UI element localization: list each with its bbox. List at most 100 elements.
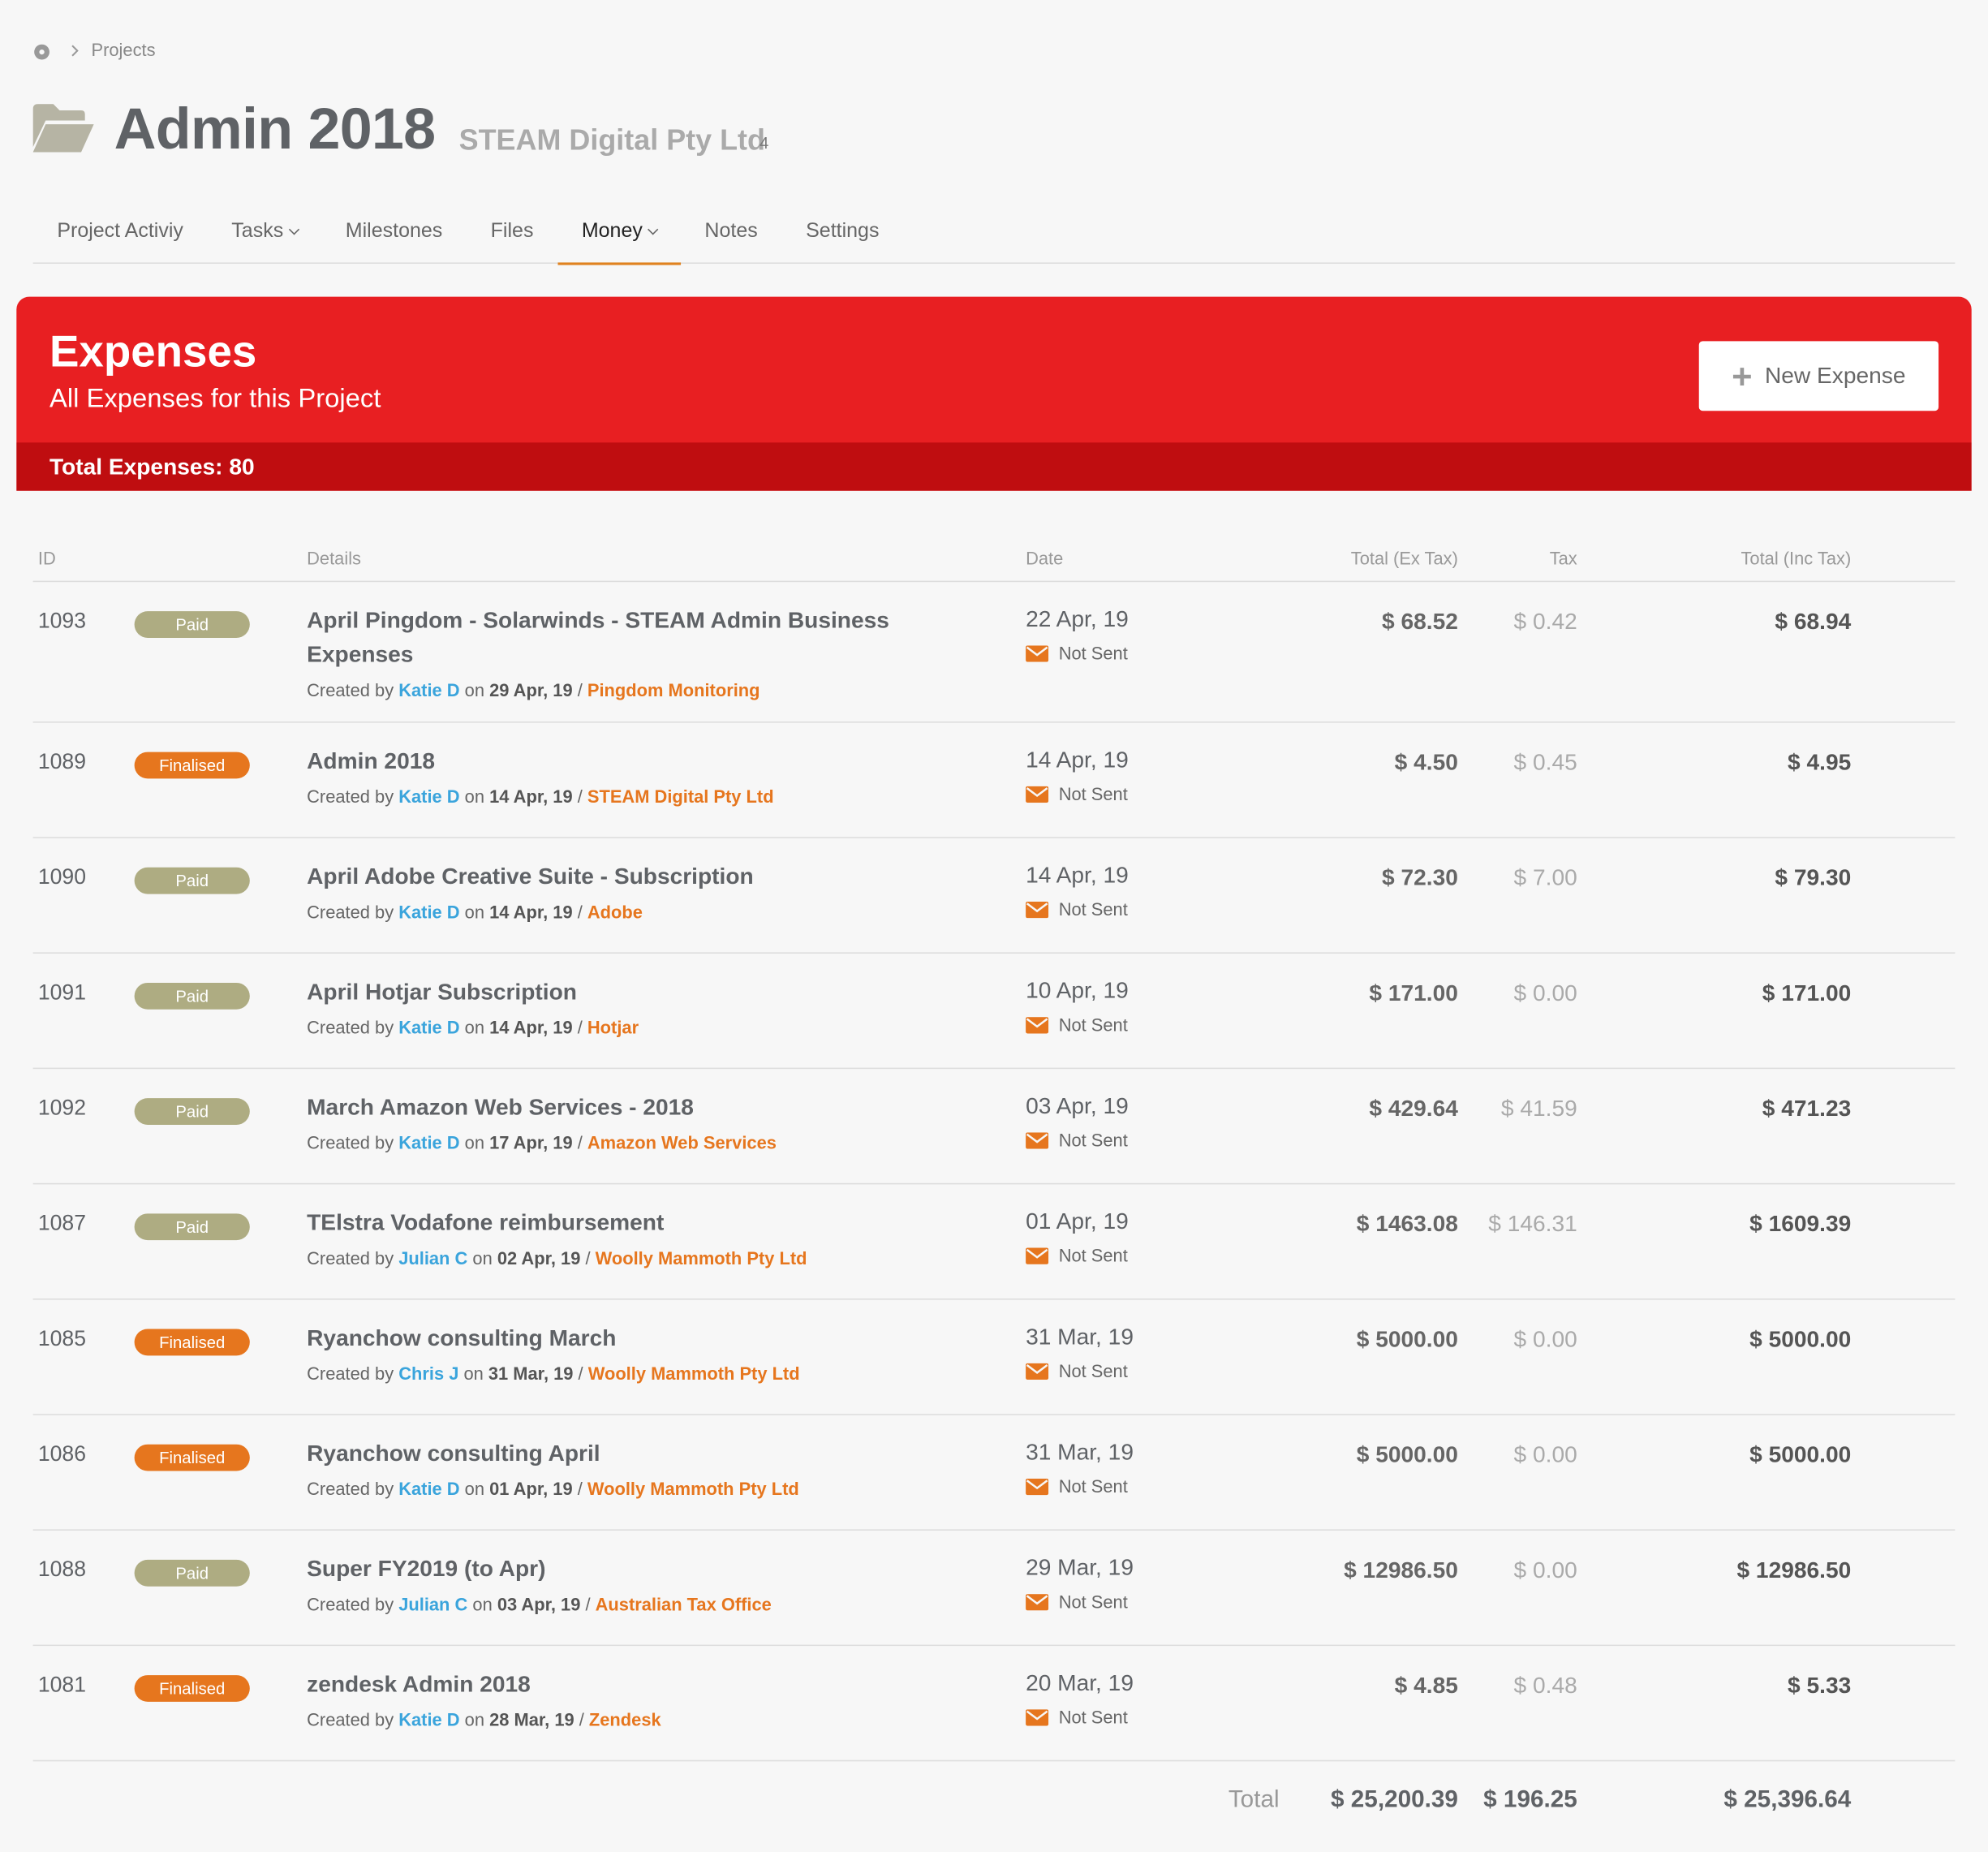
expense-row[interactable]: 1090 Paid April Adobe Creative Suite - Sub…	[32, 838, 1956, 954]
tab[interactable]: Project Activiy	[33, 203, 208, 262]
details-cell: March Amazon Web Services - 2018 Created …	[307, 1094, 1026, 1161]
expense-row[interactable]: 1088 Paid Super FY2019 (to Apr) Created by …	[32, 1531, 1956, 1647]
expense-row[interactable]: 1081 Finalised zendesk Admin 2018 Created b…	[32, 1646, 1956, 1762]
expense-date: 03 Apr, 19	[1026, 1092, 1129, 1119]
sent-label: Not Sent	[1058, 643, 1128, 664]
company-name[interactable]: STEAM Digital Pty Ltd	[458, 123, 765, 157]
header-inc-tax: Total (Inc Tax)	[1741, 548, 1852, 568]
expense-id: 1088	[37, 1557, 86, 1582]
ex-tax: $ 171.00	[1369, 980, 1458, 1006]
created-by-label: Created by	[307, 901, 394, 922]
expense-row[interactable]: 1089 Finalised Admin 2018 Created by Katie …	[32, 723, 1956, 838]
sent-status: Not Sent	[1026, 1130, 1280, 1150]
expense-title[interactable]: April Adobe Creative Suite - Subscriptio…	[307, 864, 754, 889]
sent-label: Not Sent	[1058, 1707, 1128, 1728]
tab-label: Settings	[806, 220, 880, 243]
client[interactable]: Zendesk	[588, 1709, 661, 1730]
tab[interactable]: Money	[557, 203, 681, 265]
breadcrumb-link[interactable]: Projects	[91, 39, 156, 60]
status-badge: Paid	[134, 1213, 250, 1241]
client[interactable]: Hotjar	[587, 1017, 639, 1038]
mail-icon	[1026, 785, 1049, 803]
author[interactable]: Katie D	[398, 901, 460, 922]
client[interactable]: Amazon Web Services	[587, 1132, 777, 1153]
author[interactable]: Katie D	[398, 679, 460, 700]
sent-label: Not Sent	[1058, 1591, 1128, 1612]
expense-row[interactable]: 1093 Paid April Pingdom - Solarwinds - STE…	[32, 582, 1956, 723]
client[interactable]: Woolly Mammoth Pty Ltd	[595, 1247, 807, 1268]
expense-title[interactable]: zendesk Admin 2018	[307, 1671, 531, 1697]
inc-tax: $ 12986.50	[1736, 1557, 1852, 1583]
date-cell: 20 Mar, 19 Not Sent	[1026, 1670, 1280, 1738]
on-label: on	[464, 1132, 484, 1153]
author[interactable]: Katie D	[398, 786, 460, 807]
author[interactable]: Katie D	[398, 1478, 460, 1499]
expense-title[interactable]: Admin 2018	[307, 747, 436, 774]
expense-row[interactable]: 1092 Paid March Amazon Web Services - 2018…	[32, 1069, 1956, 1185]
expense-id: 1092	[37, 1096, 86, 1120]
expense-title[interactable]: Super FY2019 (to Apr)	[307, 1556, 546, 1582]
total-value: 80	[229, 454, 255, 480]
expense-title[interactable]: Ryanchow consulting April	[307, 1441, 600, 1467]
client[interactable]: Adobe	[587, 901, 643, 922]
expense-title[interactable]: April Hotjar Subscription	[307, 979, 577, 1005]
new-expense-button[interactable]: New Expense	[1698, 341, 1939, 411]
ex-tax: $ 68.52	[1382, 609, 1458, 635]
author[interactable]: Katie D	[398, 1132, 460, 1153]
sent-status: Not Sent	[1026, 1014, 1280, 1035]
author[interactable]: Chris J	[398, 1363, 459, 1384]
expense-row[interactable]: 1091 Paid April Hotjar Subscription Created…	[32, 954, 1956, 1070]
client[interactable]: Australian Tax Office	[595, 1594, 772, 1615]
mail-icon	[1026, 644, 1049, 661]
client[interactable]: Woolly Mammoth Pty Ltd	[587, 1478, 799, 1499]
author[interactable]: Julian C	[398, 1594, 468, 1615]
tab[interactable]: Settings	[781, 203, 903, 262]
banner-subtitle: All Expenses for this Project	[49, 384, 381, 414]
tab[interactable]: Milestones	[321, 203, 467, 262]
date-cell: 31 Mar, 19 Not Sent	[1026, 1439, 1280, 1508]
tab-label: Milestones	[345, 220, 443, 243]
separator: /	[577, 1132, 583, 1153]
tax: $ 41.59	[1500, 1096, 1577, 1122]
dashboard-icon[interactable]	[32, 41, 52, 61]
mail-icon	[1026, 1593, 1049, 1610]
sent-label: Not Sent	[1058, 1360, 1128, 1381]
expense-date: 14 Apr, 19	[1026, 747, 1129, 773]
expense-title[interactable]: Ryanchow consulting March	[307, 1324, 617, 1351]
expense-title[interactable]: April Pingdom - Solarwinds - STEAM Admin…	[307, 607, 889, 667]
author[interactable]: Katie D	[398, 1709, 460, 1730]
status-cell: Paid	[134, 980, 308, 1046]
tab[interactable]: Tasks	[208, 203, 321, 262]
expense-date: 01 Apr, 19	[1026, 1208, 1129, 1234]
tab[interactable]: Files	[467, 203, 557, 262]
expense-title[interactable]: March Amazon Web Services - 2018	[307, 1094, 694, 1120]
tax: $ 7.00	[1513, 864, 1577, 890]
inc-tax: $ 471.23	[1762, 1096, 1852, 1122]
tax: $ 0.45	[1513, 749, 1577, 775]
client[interactable]: STEAM Digital Pty Ltd	[587, 786, 774, 807]
details-cell: April Hotjar Subscription Created by Kati…	[307, 979, 1026, 1046]
mail-icon	[1026, 1016, 1049, 1033]
created-date: 14 Apr, 19	[489, 1017, 573, 1038]
banner-title: Expenses	[49, 327, 257, 377]
expense-title[interactable]: TElstra Vodafone reimbursement	[307, 1209, 665, 1235]
details-cell: Ryanchow consulting March Created by Chri…	[307, 1325, 1026, 1392]
separator: /	[585, 1247, 591, 1268]
on-label: on	[464, 901, 484, 922]
created-date: 14 Apr, 19	[489, 786, 573, 807]
author[interactable]: Katie D	[398, 1017, 460, 1038]
date-cell: 22 Apr, 19 Not Sent	[1026, 606, 1280, 700]
client[interactable]: Pingdom Monitoring	[587, 679, 760, 700]
sent-label: Not Sent	[1058, 1014, 1128, 1035]
author[interactable]: Julian C	[398, 1247, 468, 1268]
client[interactable]: Woolly Mammoth Pty Ltd	[587, 1363, 800, 1384]
expense-row[interactable]: 1085 Finalised Ryanchow consulting March Cr…	[32, 1300, 1956, 1415]
tab-label: Notes	[704, 220, 758, 243]
sent-label: Not Sent	[1058, 783, 1128, 804]
tab[interactable]: Notes	[681, 203, 782, 262]
footer-label: Total	[1228, 1786, 1280, 1814]
expense-row[interactable]: 1087 Paid TElstra Vodafone reimbursement Cr…	[32, 1184, 1956, 1300]
expense-row[interactable]: 1086 Finalised Ryanchow consulting April Cr…	[32, 1415, 1956, 1531]
on-label: on	[464, 1709, 484, 1730]
